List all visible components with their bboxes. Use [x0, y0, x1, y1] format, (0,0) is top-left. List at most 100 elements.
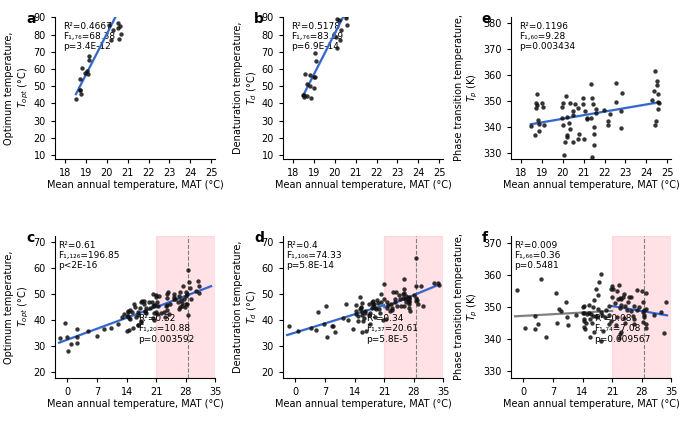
Point	[586, 154, 597, 161]
Point	[390, 288, 401, 295]
Point	[638, 313, 649, 320]
Point	[655, 309, 666, 316]
Point	[616, 301, 627, 308]
Point	[75, 76, 86, 82]
Point	[558, 151, 569, 158]
Point	[312, 309, 323, 316]
Point	[530, 132, 540, 139]
Point	[92, 333, 103, 340]
Point	[351, 302, 362, 309]
Text: c: c	[26, 230, 34, 245]
Point	[124, 315, 135, 322]
Point	[629, 320, 640, 327]
Point	[363, 312, 374, 319]
Point	[105, 36, 116, 43]
Point	[574, 130, 585, 137]
Point	[141, 309, 152, 316]
Text: b: b	[254, 12, 264, 26]
Point	[659, 329, 670, 336]
Point	[637, 299, 648, 306]
Point	[557, 104, 568, 111]
Point	[128, 300, 139, 307]
Point	[175, 297, 186, 304]
Point	[573, 105, 584, 112]
Point	[586, 320, 597, 327]
Point	[573, 135, 584, 142]
Point	[588, 101, 599, 108]
Point	[364, 309, 375, 316]
Point	[353, 312, 364, 319]
Point	[321, 333, 332, 340]
Point	[412, 301, 423, 308]
Point	[179, 296, 190, 302]
Point	[562, 113, 573, 120]
Point	[661, 299, 672, 306]
Point	[577, 101, 588, 108]
Point	[375, 299, 386, 306]
Text: R²=0.4
F₁,₁₀₆=74.33
p=5.8E-14: R²=0.4 F₁,₁₀₆=74.33 p=5.8E-14	[286, 240, 342, 270]
Point	[305, 82, 316, 89]
Point	[551, 320, 562, 327]
Point	[331, 34, 342, 41]
Point	[595, 308, 606, 315]
Point	[123, 309, 134, 316]
Point	[356, 329, 367, 335]
Point	[115, 23, 126, 30]
Point	[578, 309, 589, 316]
Point	[432, 279, 443, 286]
Point	[536, 275, 547, 282]
Point	[557, 115, 568, 122]
Point	[615, 294, 626, 301]
Bar	[612, 237, 671, 378]
Point	[410, 282, 421, 289]
Point	[350, 308, 361, 315]
Point	[149, 316, 160, 323]
Point	[144, 299, 155, 306]
Point	[649, 121, 660, 128]
Point	[579, 324, 590, 331]
Point	[308, 84, 319, 91]
Point	[155, 309, 166, 316]
Point	[360, 328, 371, 335]
Point	[132, 311, 143, 318]
Point	[612, 296, 623, 303]
Point	[368, 303, 379, 310]
Point	[586, 81, 597, 88]
Point	[347, 325, 358, 332]
Point	[620, 320, 631, 327]
Point	[163, 289, 174, 296]
Point	[418, 303, 429, 310]
Point	[398, 302, 409, 309]
Point	[579, 315, 590, 322]
Point	[181, 293, 192, 299]
Point	[147, 315, 158, 322]
Point	[638, 311, 649, 318]
Point	[112, 320, 123, 327]
Point	[177, 299, 188, 306]
Point	[123, 312, 134, 319]
Point	[593, 291, 603, 298]
Point	[616, 296, 627, 302]
Point	[335, 27, 346, 34]
Point	[340, 15, 351, 22]
Point	[127, 309, 138, 316]
Point	[160, 314, 171, 321]
Point	[162, 291, 173, 298]
Point	[534, 120, 545, 127]
Point	[151, 292, 162, 299]
Point	[562, 133, 573, 140]
Point	[140, 305, 151, 312]
Point	[648, 312, 659, 319]
Point	[366, 299, 377, 306]
Text: R²=0.34
F₁,₃₇=20.61
p=5.8E-5: R²=0.34 F₁,₃₇=20.61 p=5.8E-5	[366, 314, 419, 344]
Point	[162, 306, 173, 313]
Point	[308, 74, 319, 81]
Point	[397, 290, 408, 297]
Point	[614, 305, 625, 312]
Point	[533, 320, 544, 327]
Point	[306, 324, 316, 331]
Point	[301, 81, 312, 88]
Point	[163, 310, 174, 317]
Point	[66, 341, 77, 348]
Point	[284, 323, 295, 330]
